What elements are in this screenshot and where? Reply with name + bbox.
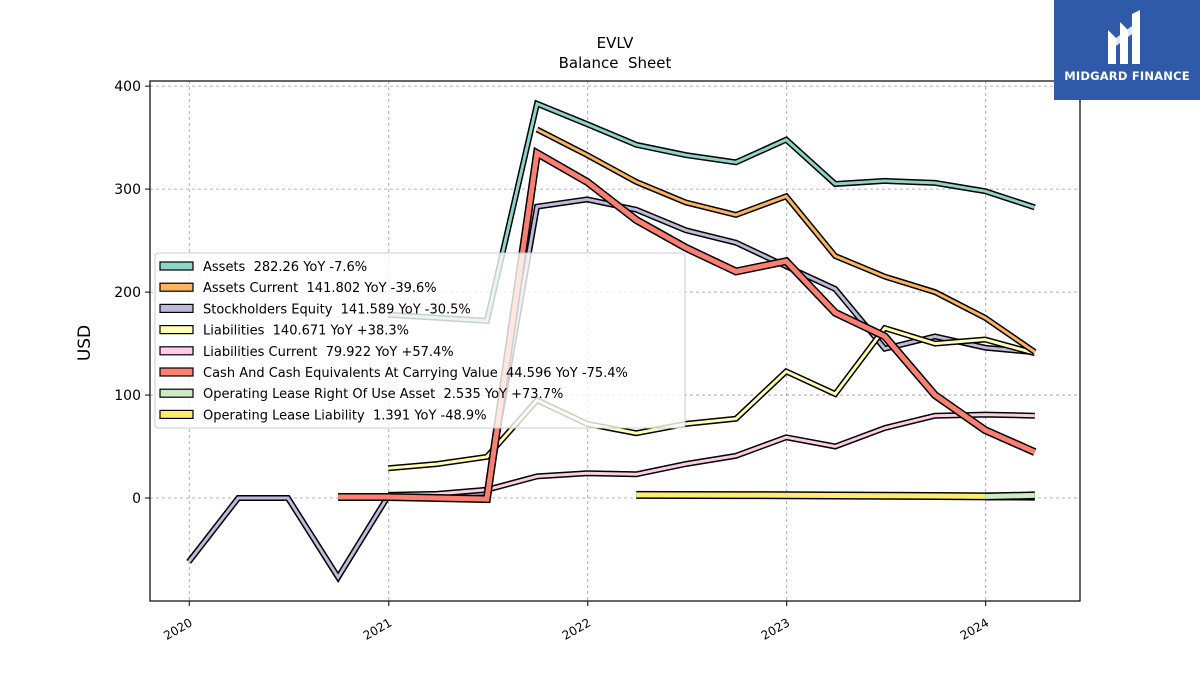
chart-title: EVLV	[597, 34, 634, 52]
legend-label: Assets Current 141.802 YoY -39.6%	[203, 281, 437, 296]
legend-box	[154, 252, 686, 429]
y-tick-label: 300	[114, 182, 141, 198]
y-tick-label: 0	[132, 491, 141, 507]
legend-label: Liabilities 140.671 YoY +38.3%	[203, 324, 409, 339]
x-tick-label: 2023	[759, 615, 792, 642]
series-line-cash-and-cash-equivalents-at-carrying-value	[338, 149, 1036, 502]
legend-swatch	[159, 261, 194, 271]
plot-frame	[149, 80, 1081, 602]
legend-label: Operating Lease Liability 1.391 YoY -48.…	[203, 408, 487, 423]
y-tick-label: 400	[114, 79, 141, 95]
legend: Assets 282.26 YoY -7.6% Assets Current 14…	[154, 252, 686, 429]
legend-swatch	[159, 303, 194, 313]
brand-logo-icon	[1108, 10, 1140, 64]
legend-label: Assets 282.26 YoY -7.6%	[203, 260, 367, 275]
legend-swatch	[159, 282, 194, 292]
brand-name: MIDGARD FINANCE	[1064, 69, 1190, 83]
x-tick-label: 2024	[958, 615, 991, 642]
legend-swatch	[159, 346, 194, 356]
brand-logo: MIDGARD FINANCE	[1054, 0, 1200, 100]
legend-swatch	[159, 325, 194, 335]
legend-swatch	[159, 409, 194, 419]
legend-label: Operating Lease Right Of Use Asset 2.535…	[203, 387, 563, 402]
series-line-assets-current	[536, 128, 1036, 354]
legend-label: Stockholders Equity 141.589 YoY -30.5%	[203, 302, 471, 317]
y-tick-label: 100	[114, 388, 141, 404]
series-line-operating-lease-right-of-use-asset	[985, 492, 1035, 499]
y-tick-label: 200	[114, 285, 141, 301]
series-line-liabilities-current	[388, 413, 1035, 497]
x-tick-label: 2020	[161, 615, 194, 642]
y-axis-label: USD	[75, 325, 95, 361]
legend-swatch	[159, 388, 194, 398]
legend-swatch	[159, 367, 194, 377]
chart-subtitle: Balance Sheet	[559, 54, 672, 72]
x-tick-label: 2021	[361, 615, 394, 642]
series-line-operating-lease-liability	[636, 492, 1035, 500]
axes: 0 100 200 300 400 2020 2021 2022 2023 2024	[114, 79, 1081, 643]
legend-label: Liabilities Current 79.922 YoY +57.4%	[203, 345, 454, 360]
legend-label: Cash And Cash Equivalents At Carrying Va…	[203, 366, 628, 381]
x-tick-label: 2022	[560, 615, 593, 642]
